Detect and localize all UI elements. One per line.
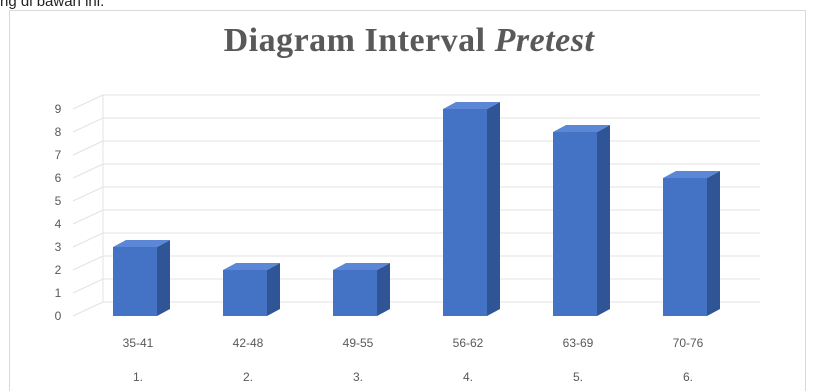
- gridline-depth: [72, 232, 104, 248]
- x-tick-number: 5.: [573, 370, 583, 384]
- bar-side: [267, 263, 280, 316]
- bar: [223, 263, 280, 316]
- caption-fragment: ng di bawah ini.: [0, 0, 105, 10]
- grid-layer: [72, 94, 760, 317]
- bar-top: [333, 263, 390, 270]
- x-tick-label: 49-55: [343, 336, 374, 350]
- y-tick-label: 3: [55, 240, 62, 254]
- bar-side: [487, 102, 500, 316]
- bar-front: [553, 132, 597, 316]
- x-tick-number: 1.: [133, 370, 143, 384]
- bar: [663, 171, 720, 316]
- y-tick-label: 2: [55, 263, 62, 277]
- gridline-depth: [72, 278, 104, 294]
- y-tick-label: 7: [55, 148, 62, 162]
- x-tick-label: 70-76: [673, 336, 704, 350]
- y-tick-label: 0: [55, 309, 62, 323]
- x-axis-ticks: 35-41 1. 42-48 2. 49-55 3. 56-62 4. 63-69 5. 70-76…: [123, 336, 704, 384]
- bar-front: [443, 109, 487, 316]
- y-tick-label: 5: [55, 194, 62, 208]
- x-tick-label: 56-62: [453, 336, 484, 350]
- x-tick-label: 63-69: [563, 336, 594, 350]
- bar-top: [223, 263, 280, 270]
- bar-top: [113, 240, 170, 247]
- y-tick-label: 8: [55, 125, 62, 139]
- gridline-depth: [72, 163, 104, 179]
- x-tick-number: 3.: [353, 370, 363, 384]
- bar-top: [443, 102, 500, 109]
- bar-top: [553, 125, 610, 132]
- bar-front: [333, 270, 377, 316]
- x-tick-number: 4.: [463, 370, 473, 384]
- gridline-depth: [72, 255, 104, 271]
- chart-title: Diagram Interval Pretest: [0, 22, 818, 60]
- chart-title-main: Diagram Interval: [223, 22, 495, 59]
- chart-title-italic: Pretest: [494, 22, 595, 59]
- bar-side: [707, 171, 720, 316]
- gridline-depth: [72, 186, 104, 202]
- bar-front: [223, 270, 267, 316]
- x-tick-label: 35-41: [123, 336, 154, 350]
- bar: [113, 240, 170, 316]
- x-tick-label: 42-48: [233, 336, 264, 350]
- x-tick-number: 2.: [243, 370, 253, 384]
- bar: [333, 263, 390, 316]
- y-tick-label: 6: [55, 171, 62, 185]
- y-tick-label: 1: [55, 286, 62, 300]
- bar-top: [663, 171, 720, 178]
- gridline-depth: [72, 301, 104, 317]
- gridline-depth: [72, 140, 104, 156]
- y-axis-ticks: 0 1 2 3 4 5 6 7 8 9: [55, 102, 62, 323]
- bar-front: [113, 247, 157, 316]
- bar-front: [663, 178, 707, 316]
- gridline-depth: [72, 117, 104, 133]
- bar-side: [377, 263, 390, 316]
- gridline-depth: [72, 94, 104, 110]
- bar: [443, 102, 500, 316]
- bar-side: [597, 125, 610, 316]
- bar-layer: [113, 102, 720, 316]
- bar-side: [157, 240, 170, 316]
- gridline-depth: [72, 209, 104, 225]
- y-tick-label: 4: [55, 217, 62, 231]
- y-tick-label: 9: [55, 102, 62, 116]
- bar: [553, 125, 610, 316]
- x-tick-number: 6.: [683, 370, 693, 384]
